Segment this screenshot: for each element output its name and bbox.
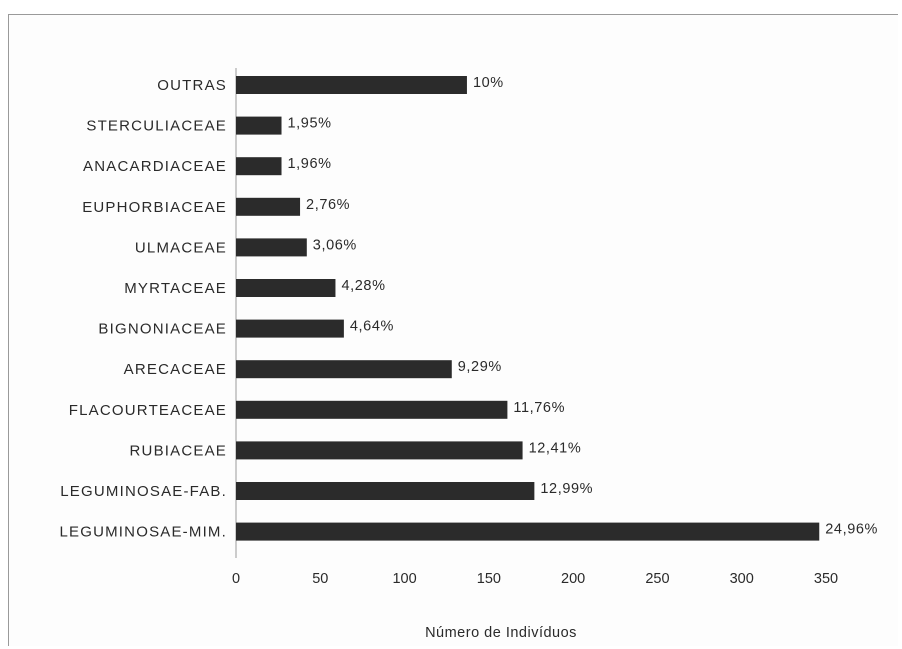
x-tick-labels-group: 0 50 100 150 200 250 300 350 (232, 571, 838, 587)
data-label: 2,76% (306, 197, 350, 213)
category-label: ANACARDIACEAE (83, 158, 227, 175)
category-label: EUPHORBIACEAE (82, 199, 227, 216)
data-label: 1,95% (288, 116, 332, 132)
bar-anacardiaceae (236, 157, 282, 176)
bar-outras (236, 76, 467, 94)
data-label: 3,06% (313, 237, 357, 253)
data-label: 10% (473, 75, 504, 91)
x-tick-label: 300 (730, 571, 754, 587)
category-label: ARECACEAE (124, 361, 227, 378)
category-label: ULMACEAE (135, 239, 227, 256)
category-label: FLACOURTEACEAE (69, 402, 227, 419)
data-label: 4,64% (350, 319, 394, 335)
category-label: LEGUMINOSAE-MIM. (59, 524, 227, 541)
bars-group (236, 76, 820, 541)
data-label: 1,96% (288, 156, 332, 172)
data-label: 24,96% (825, 522, 878, 538)
data-labels-group: 10% 1,95% 1,96% 2,76% 3,06% 4,28% 4,64% 9,29% 11… (288, 75, 878, 538)
category-label: OUTRAS (157, 77, 227, 94)
bar-flacourteaceae (236, 400, 508, 419)
x-tick-label: 350 (814, 571, 838, 587)
bar-myrtaceae (236, 279, 336, 297)
data-label: 4,28% (341, 278, 385, 294)
x-tick-label: 50 (312, 571, 328, 587)
bar-sterculiaceae (236, 116, 282, 135)
x-axis-title: Número de Indivíduos (425, 625, 577, 641)
category-label: STERCULIACEAE (86, 118, 227, 135)
category-label: MYRTACEAE (124, 280, 227, 297)
data-label: 9,29% (458, 359, 502, 375)
bar-ulmaceae (236, 238, 307, 257)
x-tick-label: 0 (232, 571, 240, 587)
category-label: LEGUMINOSAE-FAB. (60, 483, 227, 500)
bar-leguminosae-mim (236, 522, 820, 541)
data-label: 11,76% (513, 400, 565, 416)
category-label: RUBIACEAE (130, 442, 228, 459)
chart-frame (8, 14, 898, 646)
data-label: 12,99% (540, 481, 593, 497)
bar-bignoniaceae (236, 319, 344, 338)
x-tick-label: 100 (392, 571, 416, 587)
category-labels-group: OUTRAS STERCULIACEAE ANACARDIACEAE EUPHORBI… (59, 77, 228, 541)
bar-rubiaceae (236, 441, 523, 460)
bar-euphorbiaceae (236, 197, 301, 216)
data-label: 12,41% (529, 440, 582, 456)
x-tick-label: 150 (477, 571, 501, 587)
category-label: BIGNONIACEAE (98, 321, 227, 338)
bar-leguminosae-fab (236, 482, 535, 500)
x-tick-label: 250 (645, 571, 669, 587)
x-tick-label: 200 (561, 571, 585, 587)
bar-arecaceae (236, 360, 452, 379)
